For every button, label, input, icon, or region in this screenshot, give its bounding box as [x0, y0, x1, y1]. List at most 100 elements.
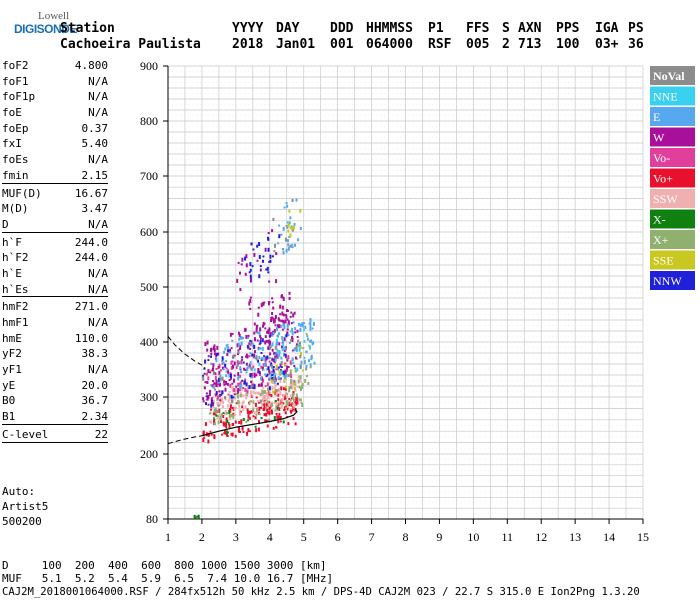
echo-point: [291, 357, 294, 361]
echo-point: [223, 383, 226, 386]
echo-point: [286, 328, 289, 331]
echo-point: [205, 402, 207, 406]
echo-point: [251, 394, 254, 397]
echo-point: [294, 327, 297, 331]
echo-point: [229, 332, 232, 337]
param-value: 4.800: [74, 59, 108, 72]
echo-point: [299, 227, 302, 230]
echo-point: [299, 398, 302, 402]
param-name: foF1: [2, 74, 29, 88]
param-value: 22: [94, 427, 108, 441]
echo-point: [255, 396, 258, 399]
param-row: h`Es N/A: [2, 282, 108, 298]
echo-point: [229, 394, 232, 398]
echo-point: [276, 342, 279, 346]
echo-point: [271, 364, 274, 369]
echo-point: [268, 407, 271, 411]
echo-point: [258, 401, 261, 404]
echo-point: [287, 320, 290, 325]
echo-point: [274, 355, 277, 358]
echo-point: [210, 403, 213, 408]
echo-point: [264, 398, 267, 401]
echo-point: [256, 339, 259, 342]
ionogram-chart: 1 2 3 4 5 6 7 8 9 10 11 12 13 14 158020030040050060070…: [140, 59, 695, 544]
echo-point: [312, 321, 315, 326]
echo-point: [285, 237, 287, 242]
echo-point: [284, 387, 287, 391]
param-name: yF2: [2, 347, 22, 361]
echo-point: [293, 379, 296, 383]
echo-point: [290, 403, 293, 407]
echo-point: [272, 317, 275, 321]
echo-point: [290, 402, 293, 405]
echo-point: [299, 365, 302, 370]
echo-point: [202, 430, 205, 435]
echo-point: [210, 362, 213, 365]
echo-point: [271, 348, 274, 352]
echo-point: [288, 342, 291, 344]
echo-point: [261, 366, 264, 371]
echo-point: [245, 371, 248, 374]
echo-point: [210, 397, 213, 402]
echo-point: [258, 406, 261, 411]
autoscaling-info: Auto: Artist5 500200: [2, 484, 48, 529]
echo-point: [226, 430, 228, 435]
echo-point: [293, 223, 296, 226]
echo-point: [291, 246, 294, 249]
echo-point: [254, 357, 256, 360]
echo-point: [217, 420, 220, 425]
legend-label: Vo+: [653, 172, 673, 186]
echo-point: [242, 361, 245, 364]
echo-point: [233, 397, 236, 400]
echo-point: [286, 394, 288, 399]
echo-point: [234, 420, 237, 424]
echo-point: [238, 333, 241, 337]
echo-point: [237, 372, 240, 377]
legend-label: E: [653, 110, 660, 124]
header-label-3: DDD: [330, 21, 354, 36]
echo-point: [286, 401, 289, 405]
echo-point: [244, 368, 247, 371]
echo-point: [215, 391, 218, 395]
echo-point: [287, 243, 290, 247]
header-label-4: HHMMSS: [366, 21, 413, 36]
echo-point: [253, 372, 256, 377]
echo-point: [238, 427, 240, 432]
echo-point: [223, 380, 226, 383]
echo-point: [228, 397, 231, 401]
echo-point: [255, 413, 258, 416]
echo-point: [235, 385, 238, 388]
echo-point: [203, 386, 206, 390]
echo-point: [242, 387, 245, 389]
header-value-2: Jan01: [276, 37, 316, 52]
echo-point: [228, 413, 231, 418]
echo-point: [277, 420, 280, 424]
echo-point: [207, 403, 210, 406]
echo-point: [215, 414, 218, 417]
echo-point: [234, 434, 237, 438]
echo-point: [273, 332, 276, 335]
echo-point: [249, 361, 252, 366]
echo-point: [252, 386, 255, 389]
echo-point: [253, 374, 256, 378]
echo-point: [274, 409, 277, 412]
echo-point: [237, 342, 240, 347]
echo-point: [268, 344, 271, 347]
param-name: h`E: [2, 266, 22, 280]
echo-point: [237, 394, 239, 399]
echo-point: [273, 319, 276, 322]
echo-point: [308, 322, 311, 325]
echo-point: [280, 295, 283, 299]
echo-point: [239, 271, 241, 275]
echo-point: [290, 374, 293, 379]
echo-point: [263, 356, 266, 361]
echo-point: [218, 393, 221, 397]
param-value: 36.7: [81, 394, 109, 408]
echo-point: [239, 431, 241, 433]
echo-point: [279, 416, 282, 420]
echo-point: [258, 355, 261, 359]
param-value: N/A: [88, 153, 108, 167]
param-value: 244.0: [74, 235, 108, 249]
x-tick-label: 5: [301, 530, 307, 544]
echo-point: [261, 356, 264, 359]
